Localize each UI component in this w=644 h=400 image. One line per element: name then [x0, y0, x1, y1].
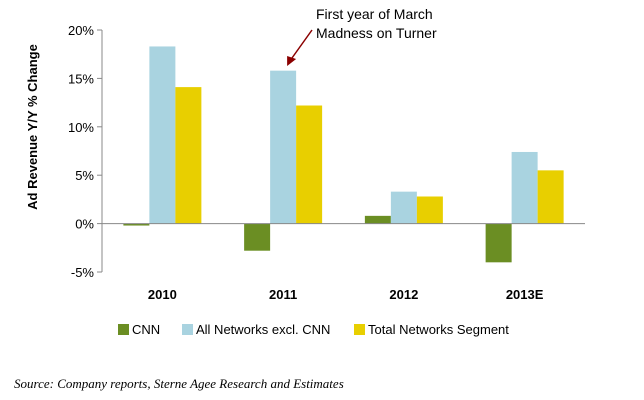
bar: [390, 191, 417, 224]
legend-swatch: [118, 324, 129, 335]
bar: [537, 170, 564, 224]
y-tick-label: 5%: [75, 168, 94, 183]
bar: [270, 70, 297, 224]
legend-swatch: [182, 324, 193, 335]
annotation-line-1: First year of March: [316, 6, 433, 22]
bar: [485, 223, 512, 263]
bar: [364, 215, 391, 224]
legend-label: Total Networks Segment: [368, 322, 509, 337]
bar: [511, 151, 538, 224]
annotation: First year of March Madness on Turner: [287, 6, 437, 66]
annotation-arrowhead: [287, 56, 297, 66]
bar: [149, 46, 176, 224]
source-note: Source: Company reports, Sterne Agee Res…: [14, 376, 344, 391]
annotation-line-2: Madness on Turner: [316, 25, 437, 41]
bar: [244, 223, 271, 251]
y-tick-label: 10%: [68, 120, 94, 135]
legend-label: CNN: [132, 322, 160, 337]
legend: CNN All Networks excl. CNN Total Networks …: [118, 322, 509, 337]
x-tick-label: 2011: [269, 287, 297, 302]
y-tick-label: -5%: [71, 265, 95, 280]
x-tick-label: 2012: [389, 287, 418, 302]
bar: [175, 87, 202, 224]
bar: [296, 105, 323, 224]
bar: [123, 223, 150, 226]
x-tick-label: 2013E: [506, 287, 544, 302]
x-axis: 2010 2011 2012 2013E: [102, 223, 585, 302]
bar: [416, 196, 443, 224]
y-axis: 20% 15% 10% 5% 0% -5%: [68, 23, 103, 280]
y-tick-label: 0%: [75, 217, 94, 232]
y-tick-label: 15%: [68, 71, 94, 86]
annotation-arrow: [288, 29, 313, 63]
legend-swatch: [354, 324, 365, 335]
y-tick-label: 20%: [68, 23, 94, 38]
y-axis-label: Ad Revenue Y/Y % Change: [25, 44, 40, 210]
bars: [123, 46, 564, 263]
x-tick-label: 2010: [148, 287, 177, 302]
legend-label: All Networks excl. CNN: [196, 322, 330, 337]
